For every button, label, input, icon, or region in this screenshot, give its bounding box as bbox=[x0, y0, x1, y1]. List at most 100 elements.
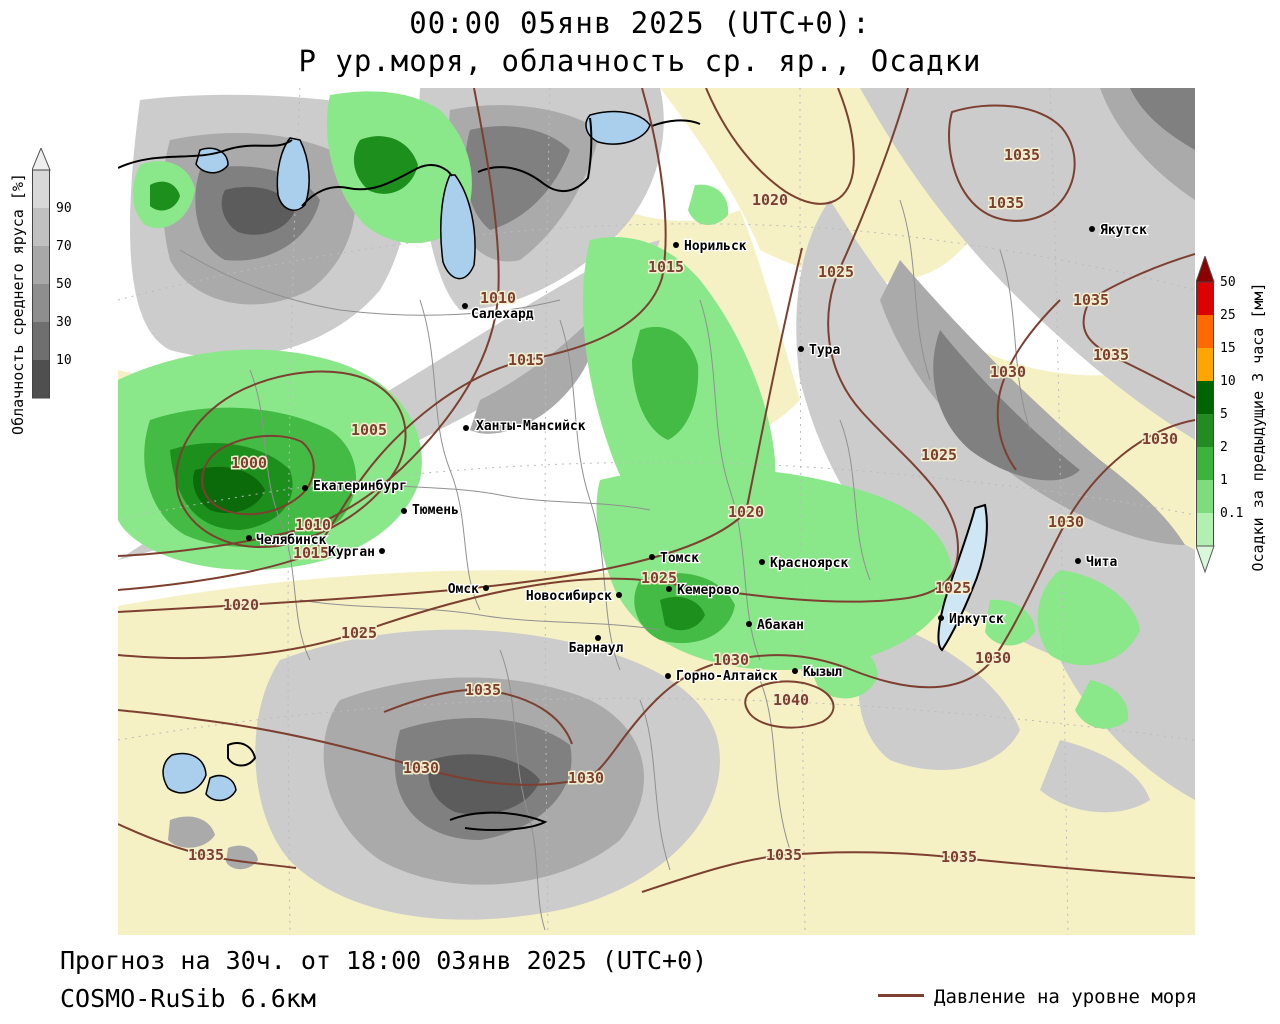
precip-scale-segment bbox=[1196, 381, 1214, 414]
model-name: COSMO-RuSib 6.6км bbox=[60, 984, 316, 1013]
isobar-value-label: 1035 bbox=[1073, 291, 1109, 309]
region-borders bbox=[179, 199, 1031, 931]
isobar-1015-main bbox=[118, 88, 667, 591]
city-label: Барнаул bbox=[569, 641, 624, 656]
precip-scale-tick: 5 bbox=[1220, 407, 1228, 422]
city-marker bbox=[759, 559, 765, 565]
isobar-value-label: 1030 bbox=[713, 651, 749, 669]
yenisei-gulf bbox=[585, 110, 651, 145]
isobar-value-label: 1030 bbox=[975, 649, 1011, 667]
precip-colorbar: 50 25 15 10 5 2 1 0.1 bbox=[1196, 256, 1243, 574]
precip-scale-tick: 1 bbox=[1220, 473, 1228, 488]
isobar-1035-south bbox=[641, 851, 1195, 893]
isobar-value-label: 1025 bbox=[818, 263, 854, 281]
lake-southwest-2 bbox=[205, 774, 237, 802]
pressure-line-swatch bbox=[878, 994, 924, 997]
precip-scale-segment bbox=[1196, 447, 1214, 480]
isobar-1010-main bbox=[118, 88, 500, 557]
precip-scale-segment bbox=[1196, 315, 1214, 348]
cloud-colorbar: 90 70 50 30 10 bbox=[32, 148, 72, 399]
isobars bbox=[118, 88, 1195, 893]
isobar-value-label: 1010 bbox=[480, 289, 516, 307]
isobar-1035-southwest bbox=[118, 823, 297, 869]
page-title-datetime: 00:00 05янв 2025 (UTC+0): bbox=[409, 6, 871, 40]
city-label: Томск bbox=[660, 551, 699, 566]
city-marker bbox=[595, 635, 601, 641]
coastlines bbox=[118, 117, 701, 831]
precip-scale-tick: 50 bbox=[1220, 275, 1236, 290]
ob-gulf bbox=[276, 137, 310, 211]
city-label: Иркутск bbox=[949, 612, 1004, 627]
isobar-value-label: 1005 bbox=[351, 421, 387, 439]
isobar-value-label: 1030 bbox=[403, 759, 439, 777]
lake-baikal bbox=[937, 503, 988, 652]
isobar-value-label: 1030 bbox=[1142, 430, 1178, 448]
cloud-scale-tick: 30 bbox=[56, 315, 72, 330]
city-label: Ханты-Мансийск bbox=[476, 419, 586, 434]
lake-southwest-1 bbox=[162, 752, 207, 794]
city-marker bbox=[401, 508, 407, 514]
isobar-value-label: 1020 bbox=[752, 191, 788, 209]
city-label: Абакан bbox=[757, 618, 804, 633]
city-label: Екатеринбург bbox=[313, 479, 407, 494]
isobar-value-label: 1025 bbox=[341, 624, 377, 642]
precip-scale-segment bbox=[1196, 513, 1214, 546]
isobar-1020-south bbox=[118, 247, 803, 613]
isobar-value-label: 1025 bbox=[641, 569, 677, 587]
city-label: Челябинск bbox=[256, 533, 327, 548]
city-marker bbox=[463, 425, 469, 431]
city-label: Курган bbox=[328, 545, 375, 560]
city-marker bbox=[616, 592, 622, 598]
isobar-1000-loop bbox=[201, 434, 315, 516]
city-marker bbox=[798, 346, 804, 352]
precip-scale-segment bbox=[1196, 348, 1214, 381]
city-marker bbox=[1075, 558, 1081, 564]
cloud-scale-segment bbox=[32, 284, 50, 322]
water-bodies bbox=[162, 110, 988, 802]
cloud-scale-tick: 10 bbox=[56, 353, 72, 368]
cloud-scale-segment bbox=[32, 360, 50, 398]
isobar-1035-swirl bbox=[383, 688, 573, 745]
city-marker bbox=[746, 621, 752, 627]
isobar-value-label: 1020 bbox=[728, 503, 764, 521]
isobar-1035-ne-loop bbox=[948, 104, 1076, 222]
isobar-value-label: 1020 bbox=[223, 596, 259, 614]
city-layer: Норильск Салехард Тура Якутск Ханты-Мансийск… bbox=[246, 222, 1148, 685]
cloud-scale-segment bbox=[32, 170, 50, 208]
isobar-labels: 1035 1035 1020 1015 1025 1010 1015 1035 1035 1030… bbox=[186, 145, 1179, 868]
cloud-scale-segment bbox=[32, 322, 50, 360]
isobar-value-label: 1000 bbox=[231, 454, 267, 472]
isobar-value-label: 1040 bbox=[773, 691, 809, 709]
graticule bbox=[118, 88, 1195, 935]
city-marker bbox=[462, 303, 468, 309]
isobar-value-label: 1015 bbox=[648, 258, 684, 276]
cloud-scale-segment bbox=[32, 208, 50, 246]
cloud-scale-tick: 50 bbox=[56, 277, 72, 292]
isobar-value-label: 1035 bbox=[941, 848, 977, 866]
isobar-value-label: 1035 bbox=[1093, 346, 1129, 364]
precip-scale-arrow-down bbox=[1196, 545, 1215, 574]
city-label: Чита bbox=[1086, 555, 1117, 570]
isobar-1030-east bbox=[996, 299, 1061, 471]
city-marker bbox=[302, 485, 308, 491]
pressure-legend: Давление на уровне моря bbox=[878, 986, 1197, 1008]
city-marker bbox=[483, 585, 489, 591]
city-marker bbox=[379, 548, 385, 554]
city-label: Тура bbox=[809, 343, 840, 358]
cloud-scale-tick: 70 bbox=[56, 239, 72, 254]
precip-scale-tick: 0.1 bbox=[1220, 506, 1243, 521]
city-marker bbox=[665, 673, 671, 679]
city-marker bbox=[792, 668, 798, 674]
city-label: Якутск bbox=[1100, 223, 1147, 238]
isobar-value-label: 1035 bbox=[465, 681, 501, 699]
precip-scale-segment bbox=[1196, 414, 1214, 447]
isobar-1025-main bbox=[118, 88, 959, 660]
precip-scale-tick: 10 bbox=[1220, 374, 1236, 389]
pressure-legend-text: Давление на уровне моря bbox=[934, 986, 1198, 1008]
precip-scale-segment bbox=[1196, 282, 1214, 315]
city-label: Новосибирск bbox=[526, 589, 612, 604]
isobar-1040-loop bbox=[744, 680, 835, 729]
cloud-layer-darkest bbox=[221, 186, 540, 815]
city-marker bbox=[649, 554, 655, 560]
city-label: Салехард bbox=[471, 307, 534, 322]
